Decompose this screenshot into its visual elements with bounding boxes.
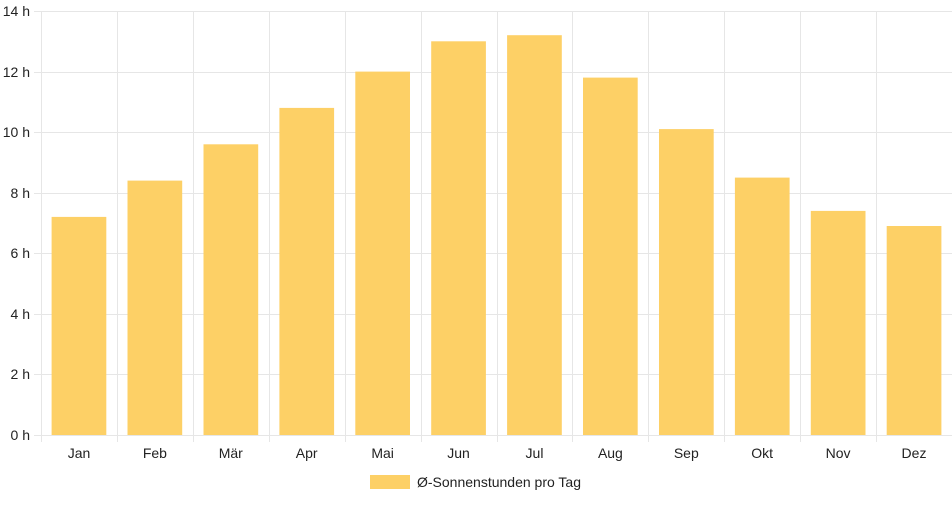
legend-swatch <box>370 475 410 489</box>
y-tick-label: 14 h <box>3 3 30 19</box>
bar-jan[interactable] <box>51 216 107 435</box>
y-tick-label: 4 h <box>11 306 30 322</box>
bar-sep[interactable] <box>659 129 714 435</box>
x-tick-label: Aug <box>598 445 623 461</box>
x-tick-label: Dez <box>902 445 927 461</box>
bar-layer <box>51 35 942 436</box>
bar-aug[interactable] <box>583 77 638 435</box>
bar-dez[interactable] <box>886 226 942 435</box>
x-tick-label: Jul <box>526 445 544 461</box>
bar-feb[interactable] <box>127 180 183 435</box>
x-tick-label: Mär <box>219 445 243 461</box>
x-tick-label: Feb <box>143 445 167 461</box>
axis-layer: 0 h 2 h 4 h 6 h 8 h 10 h 12 h 14 h Jan Feb Mär Apr M… <box>3 3 927 461</box>
bar-jun[interactable] <box>431 41 486 436</box>
bar-mär[interactable] <box>203 144 259 436</box>
y-tick-label: 0 h <box>11 427 30 443</box>
legend-label: Ø-Sonnenstunden pro Tag <box>417 474 581 490</box>
x-tick-label: Jun <box>447 445 470 461</box>
y-tick-label: 6 h <box>11 245 30 261</box>
grid-layer <box>34 11 952 442</box>
x-tick-label: Jan <box>68 445 91 461</box>
y-tick-label: 8 h <box>11 185 30 201</box>
x-tick-label: Mai <box>371 445 394 461</box>
legend[interactable]: Ø-Sonnenstunden pro Tag <box>370 474 581 490</box>
x-tick-label: Okt <box>751 445 773 461</box>
bar-mai[interactable] <box>355 71 410 435</box>
x-tick-label: Apr <box>296 445 318 461</box>
y-tick-label: 10 h <box>3 124 30 140</box>
bar-apr[interactable] <box>279 107 335 436</box>
bar-okt[interactable] <box>734 177 790 435</box>
x-tick-label: Sep <box>674 445 699 461</box>
bar-nov[interactable] <box>810 210 866 435</box>
x-tick-label: Nov <box>826 445 851 461</box>
y-tick-label: 2 h <box>11 366 30 382</box>
y-tick-label: 12 h <box>3 64 30 80</box>
bar-jul[interactable] <box>507 35 562 435</box>
